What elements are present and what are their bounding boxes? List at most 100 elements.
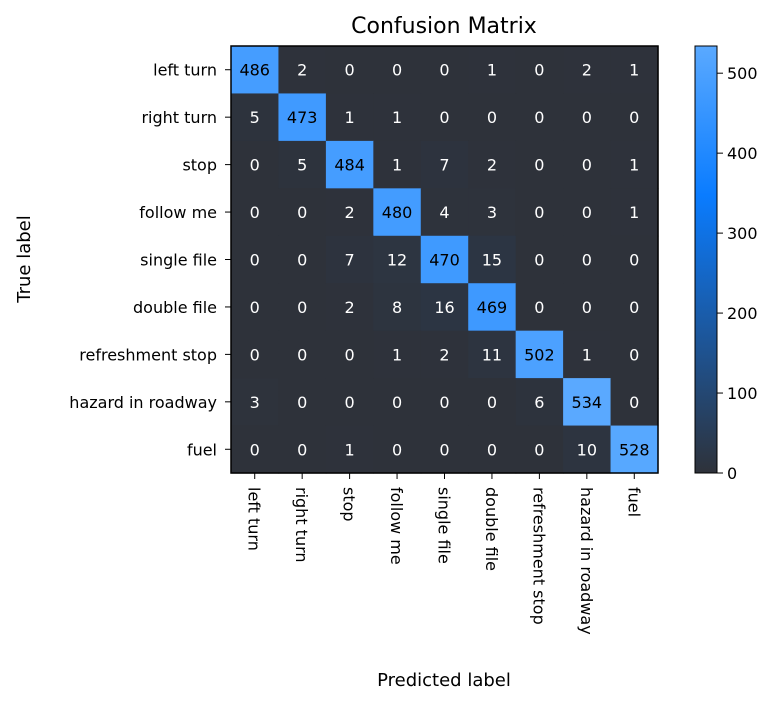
colorbar-tick-label: 100 <box>727 384 758 403</box>
colorbar-tick-label: 200 <box>727 304 758 323</box>
heatmap-cell <box>325 188 374 237</box>
cell-value-label: 1 <box>392 156 402 175</box>
heatmap-cell <box>278 188 327 237</box>
heatmap-cell <box>325 330 374 379</box>
cell-value-label: 0 <box>250 203 260 222</box>
heatmap-cell <box>563 46 612 95</box>
heatmap-cell <box>278 378 327 427</box>
cell-value-label: 1 <box>629 156 639 175</box>
x-tick-label: hazard in roadway <box>577 487 596 635</box>
cell-value-label: 0 <box>297 440 307 459</box>
cell-value-label: 2 <box>345 203 355 222</box>
heatmap-cell <box>231 140 280 189</box>
heatmap-cell <box>373 140 422 189</box>
y-axis-label: True label <box>14 215 35 304</box>
cell-value-label: 1 <box>582 345 592 364</box>
cell-value-label: 0 <box>487 393 497 412</box>
cell-value-label: 486 <box>239 61 270 80</box>
heatmap-cell <box>610 93 659 142</box>
heatmap-cell <box>563 235 612 284</box>
heatmap-cell <box>563 140 612 189</box>
cell-value-label: 5 <box>250 108 260 127</box>
x-axis-label: Predicted label <box>377 670 511 691</box>
cell-value-label: 0 <box>297 251 307 270</box>
heatmap-cell <box>610 330 659 379</box>
cell-value-label: 0 <box>629 393 639 412</box>
cell-value-label: 2 <box>487 156 497 175</box>
heatmap-cell <box>515 140 564 189</box>
cell-value-label: 484 <box>334 156 365 175</box>
heatmap-cell <box>231 283 280 332</box>
cell-value-label: 2 <box>582 61 592 80</box>
cell-value-label: 0 <box>250 156 260 175</box>
cell-value-label: 0 <box>250 251 260 270</box>
heatmap-cell <box>515 283 564 332</box>
cell-value-label: 1 <box>629 203 639 222</box>
cell-value-label: 0 <box>297 298 307 317</box>
heatmap-cell <box>468 188 517 237</box>
heatmap-cell <box>420 93 469 142</box>
cell-value-label: 1 <box>629 61 639 80</box>
cell-value-label: 0 <box>439 440 449 459</box>
y-tick-label: double file <box>133 298 217 317</box>
cell-value-label: 15 <box>482 251 502 270</box>
heatmap-cell <box>231 188 280 237</box>
cell-value-label: 0 <box>534 440 544 459</box>
heatmap-cell <box>515 330 564 379</box>
heatmap-cell <box>563 425 612 474</box>
cell-value-label: 0 <box>392 61 402 80</box>
heatmap-cell <box>468 235 517 284</box>
heatmap-cell <box>231 235 280 284</box>
heatmap-cell <box>610 235 659 284</box>
heatmap-cell <box>420 235 469 284</box>
cell-value-label: 0 <box>534 61 544 80</box>
x-tick-label: refreshment stop <box>529 487 548 625</box>
heatmap-cells <box>231 46 659 474</box>
heatmap-cell <box>420 378 469 427</box>
y-tick-label: refreshment stop <box>79 345 217 364</box>
y-tick-label: stop <box>182 156 217 175</box>
x-tick-label: right turn <box>292 487 311 563</box>
cell-value-label: 1 <box>392 108 402 127</box>
cell-value-label: 3 <box>250 393 260 412</box>
heatmap-cell <box>468 283 517 332</box>
cell-value-label: 0 <box>297 393 307 412</box>
chart-title: Confusion Matrix <box>351 14 537 39</box>
heatmap-cell <box>278 425 327 474</box>
heatmap-cell <box>231 46 280 95</box>
cell-value-label: 0 <box>534 251 544 270</box>
heatmap-cell <box>563 93 612 142</box>
x-tick-label: follow me <box>387 487 406 565</box>
cell-value-label: 1 <box>345 440 355 459</box>
heatmap-cell <box>420 46 469 95</box>
heatmap-cell <box>373 188 422 237</box>
cell-value-label: 0 <box>534 298 544 317</box>
y-tick-label: fuel <box>187 440 217 459</box>
heatmap-cell <box>468 425 517 474</box>
heatmap-cell <box>468 140 517 189</box>
heatmap-cell <box>610 46 659 95</box>
cell-value-label: 0 <box>297 345 307 364</box>
cell-value-label: 469 <box>477 298 508 317</box>
heatmap-cell <box>610 188 659 237</box>
heatmap-cell <box>325 140 374 189</box>
heatmap-cell <box>278 46 327 95</box>
heatmap-cell <box>563 188 612 237</box>
colorbar-tick-label: 300 <box>727 224 758 243</box>
heatmap-cell <box>325 46 374 95</box>
heatmap-cell <box>515 235 564 284</box>
x-tick-label: single file <box>435 487 454 564</box>
heatmap-cell <box>468 46 517 95</box>
cell-value-label: 0 <box>392 440 402 459</box>
cell-value-label: 16 <box>434 298 454 317</box>
colorbar-ticks: 0 100 200 300 400 500 <box>717 64 758 483</box>
heatmap-cell <box>278 235 327 284</box>
cell-value-label: 0 <box>392 393 402 412</box>
cell-value-label: 473 <box>287 108 318 127</box>
x-tick-label: stop <box>340 487 359 522</box>
cell-value-label: 0 <box>439 108 449 127</box>
x-tick-label: fuel <box>624 487 643 517</box>
heatmap-cell <box>468 378 517 427</box>
colorbar-tick-label: 400 <box>727 144 758 163</box>
